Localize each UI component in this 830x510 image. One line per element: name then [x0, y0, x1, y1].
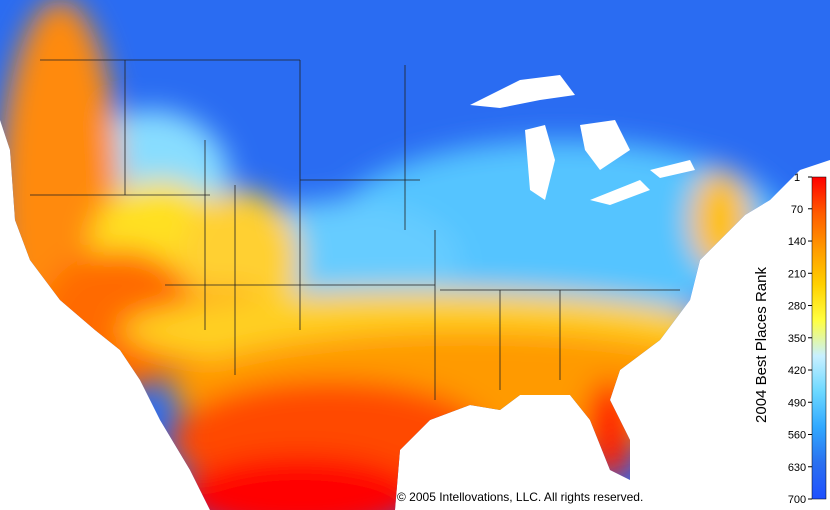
colorbar-tick-label: 70	[791, 204, 803, 216]
colorbar-tick-label: 210	[788, 268, 806, 280]
colorbar-tick-label: 1	[794, 172, 800, 184]
colorbar-tick-label: 560	[788, 430, 806, 442]
colorbar-tick-label: 420	[788, 365, 806, 377]
colorbar-tick-label: 350	[788, 333, 806, 345]
colorbar-tick-label: 490	[788, 397, 806, 409]
colorbar-tick-label: 700	[788, 494, 806, 506]
state-borders	[30, 59, 680, 400]
colorbar-label: 2004 Best Places Rank	[753, 267, 770, 423]
colorbar-tick-label: 630	[788, 462, 806, 474]
colorbar-tick-label: 280	[788, 301, 806, 313]
copyright: © 2005 Intellovations, LLC. All rights r…	[397, 490, 643, 504]
colorbar-scale	[811, 176, 827, 500]
colorbar-tick-label: 140	[788, 236, 806, 248]
colorbar: 1 70 140 210 280 350 420 490 560 630 700	[788, 172, 827, 506]
great-lakes	[470, 75, 695, 205]
